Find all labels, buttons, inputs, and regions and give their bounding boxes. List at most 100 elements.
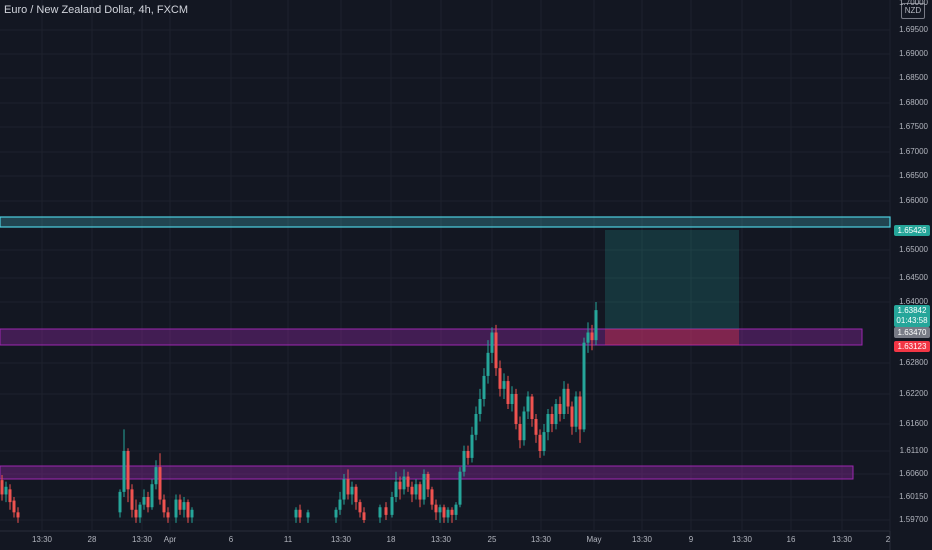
candle-body <box>590 332 594 341</box>
candle-body <box>334 509 338 518</box>
candle-body <box>0 480 4 495</box>
candle-body <box>378 507 382 518</box>
candle-body <box>338 499 342 510</box>
candle-body <box>118 491 122 513</box>
candle-body <box>558 404 562 414</box>
candle-body <box>138 504 142 518</box>
candle-body <box>294 509 298 518</box>
candle-body <box>410 486 414 495</box>
time-tick-label: 13:30 <box>131 535 153 544</box>
time-tick-label: 11 <box>283 535 293 544</box>
price-tick-label: 1.59700 <box>899 515 928 524</box>
candle-body <box>342 479 346 500</box>
candle-body <box>414 484 418 495</box>
candle-body <box>578 396 582 430</box>
candle-body <box>446 509 450 518</box>
candle-body <box>462 451 466 472</box>
price-tick-label: 1.61600 <box>899 419 928 428</box>
target-area <box>605 230 739 329</box>
time-tick-label: 13:30 <box>31 535 53 544</box>
candle-body <box>426 474 430 490</box>
candle-body <box>454 504 458 515</box>
candle-body <box>150 484 154 508</box>
candle-body <box>538 434 542 451</box>
price-tick-label: 1.67500 <box>899 122 928 131</box>
candle-body <box>126 451 130 490</box>
candle-body <box>130 489 134 510</box>
time-tick-label: 25 <box>487 535 497 544</box>
price-tick-label: 1.62200 <box>899 389 928 398</box>
time-tick-label: 28 <box>87 535 97 544</box>
candle-body <box>530 396 534 419</box>
price-tick-label: 1.69500 <box>899 25 928 34</box>
time-tick-label: 9 <box>688 535 694 544</box>
candle-body <box>478 399 482 414</box>
candle-body <box>546 414 550 433</box>
currency-badge[interactable]: NZD <box>901 3 925 19</box>
time-tick-label: 13:30 <box>731 535 753 544</box>
price-tick-label: 1.69000 <box>899 49 928 58</box>
time-tick-label: 2 <box>885 535 891 544</box>
candle-body <box>12 500 16 513</box>
candle-body <box>554 404 558 424</box>
candle-body <box>422 474 426 500</box>
price-tick-label: 1.60600 <box>899 469 928 478</box>
candle-body <box>550 414 554 424</box>
candle-body <box>4 486 8 495</box>
candle-body <box>384 507 388 515</box>
candle-body <box>562 388 566 414</box>
candle-body <box>390 497 394 515</box>
candle-body <box>582 342 586 430</box>
candle-body <box>526 396 530 412</box>
candle-body <box>190 509 194 518</box>
price-tick-label: 1.62800 <box>899 358 928 367</box>
candle-body <box>518 424 522 441</box>
candle-body <box>8 489 12 503</box>
candle-body <box>350 486 354 495</box>
candle-body <box>298 509 302 518</box>
candle-body <box>506 381 510 404</box>
time-tick-label: 13:30 <box>430 535 452 544</box>
time-tick-label: 18 <box>386 535 396 544</box>
candle-body <box>514 394 518 424</box>
candle-body <box>166 512 170 518</box>
current-price: 1.63842 <box>897 306 927 315</box>
candle-body <box>442 507 446 518</box>
candle-body <box>438 507 442 513</box>
bar-countdown: 01:43:58 <box>896 316 928 325</box>
price-tick-label: 1.65000 <box>899 245 928 254</box>
time-tick-label: 16 <box>786 535 796 544</box>
price-tick-label: 1.68500 <box>899 73 928 82</box>
candle-body <box>16 512 20 518</box>
price-tick-label: 1.61100 <box>899 446 928 455</box>
candle-body <box>450 509 454 515</box>
candle-body <box>162 499 166 513</box>
current-price-tag: 1.63842 01:43:58 <box>894 305 930 327</box>
candle-body <box>346 479 350 495</box>
candle-body <box>542 432 546 451</box>
candle-body <box>474 414 478 435</box>
candle-body <box>142 497 146 505</box>
candle-body <box>494 332 498 369</box>
price-tick-label: 1.67000 <box>899 147 928 156</box>
candle-body <box>470 434 474 458</box>
candle-body <box>486 352 490 376</box>
stop-area <box>605 329 739 345</box>
price-tick-label: 1.66000 <box>899 196 928 205</box>
candle-body <box>182 502 186 510</box>
candle-body <box>418 484 422 500</box>
candle-body <box>510 394 514 404</box>
time-tick-label: Apr <box>163 535 177 544</box>
candle-body <box>522 411 526 441</box>
price-tick-label: 1.64500 <box>899 273 928 282</box>
candle-body <box>498 368 502 389</box>
time-tick-label: 13:30 <box>530 535 552 544</box>
candle-body <box>490 332 494 353</box>
entry-price-tag: 1.63470 <box>894 327 930 338</box>
price-tick-label: 1.64000 <box>899 297 928 306</box>
time-tick-label: May <box>586 535 602 544</box>
stop-price-tag: 1.63123 <box>894 341 930 352</box>
candle-body <box>430 489 434 505</box>
price-tick-label: 1.70000 <box>899 0 928 7</box>
